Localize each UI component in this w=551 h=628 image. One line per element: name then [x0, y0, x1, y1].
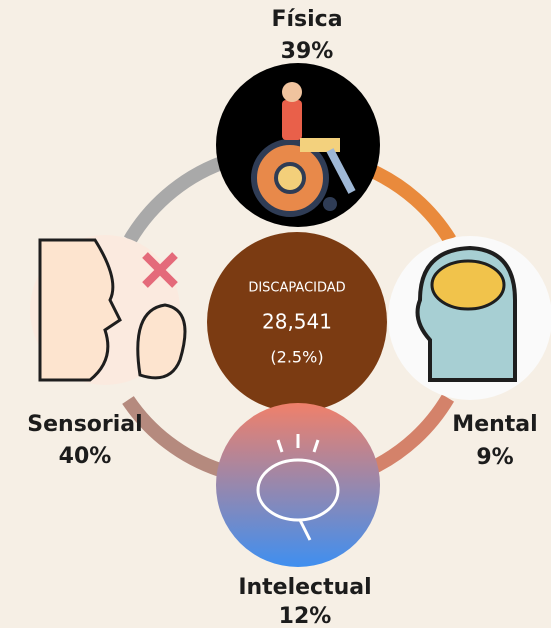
- center-share: (2.5%): [270, 348, 323, 367]
- item-percent: 9%: [476, 445, 513, 470]
- item-label: Mental: [452, 412, 537, 437]
- item-percent: 12%: [279, 604, 332, 628]
- infographic: DISCAPACIDAD 28,541 (2.5%) Física 3: [0, 0, 551, 628]
- intelectual-icon: [216, 403, 380, 567]
- center-value: 28,541: [262, 310, 332, 334]
- fisica-icon: [216, 63, 380, 227]
- item-percent: 40%: [59, 444, 112, 469]
- item-label: Intelectual: [238, 575, 371, 600]
- item-percent: 39%: [281, 39, 334, 64]
- item-label: Física: [271, 7, 342, 32]
- center-label: DISCAPACIDAD: [248, 281, 345, 296]
- mental-icon: [388, 236, 551, 400]
- item-label: Sensorial: [27, 412, 142, 437]
